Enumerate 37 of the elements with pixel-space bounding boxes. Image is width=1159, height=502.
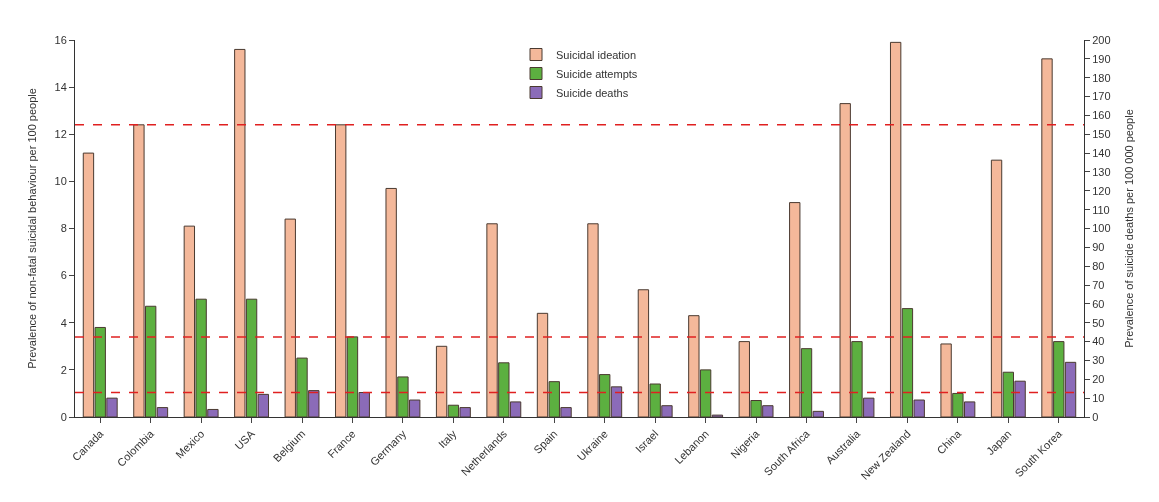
y2-tick-label: 130 (1092, 165, 1111, 178)
y2-tick-label: 150 (1092, 128, 1111, 141)
y2-tick-label: 40 (1092, 335, 1105, 348)
y-tick-label: 12 (54, 128, 67, 141)
y2-axis-title: Prevalence of suicide deaths per 100 000 people (1122, 109, 1135, 348)
y2-tick-label: 10 (1092, 392, 1105, 404)
y2-tick-label: 110 (1092, 203, 1110, 216)
y2-tick-label: 190 (1092, 52, 1111, 65)
y2-tick-label: 160 (1092, 109, 1111, 122)
y2-tick-label: 120 (1092, 184, 1111, 197)
y-tick-label: 0 (60, 410, 67, 423)
y2-tick-label: 100 (1092, 222, 1111, 235)
y-tick-label: 16 (54, 33, 67, 46)
y2-tick-label: 50 (1092, 316, 1105, 329)
y2-tick-label: 200 (1092, 33, 1111, 46)
y2-tick-label: 90 (1092, 241, 1105, 254)
y-tick-label: 14 (54, 80, 67, 93)
y-tick-label: 8 (60, 222, 67, 235)
y2-tick-label: 180 (1092, 71, 1111, 84)
y-tick-label: 4 (60, 316, 67, 329)
y-tick-label: 2 (60, 363, 67, 376)
legend-label: Suicide deaths (556, 86, 629, 99)
y2-tick-label: 30 (1092, 354, 1105, 367)
y2-tick-label: 170 (1092, 90, 1111, 103)
legend-label: Suicidal ideation (556, 48, 637, 61)
y2-tick-label: 60 (1092, 297, 1105, 310)
x-tick-label: Italy (435, 427, 460, 451)
x-tick-label: USA (232, 427, 258, 452)
y-tick-label: 6 (60, 269, 67, 282)
y-tick-label: 10 (54, 175, 67, 188)
y2-tick-label: 80 (1092, 260, 1105, 273)
y2-tick-label: 70 (1092, 278, 1105, 291)
y-axis-title: Prevalence of non-fatal suicidal behaviour per 100 people (26, 88, 39, 369)
legend-label: Suicide attempts (556, 67, 638, 80)
y2-tick-label: 20 (1092, 373, 1105, 386)
y2-tick-label: 140 (1092, 146, 1111, 159)
y2-tick-label: 0 (1092, 410, 1099, 423)
